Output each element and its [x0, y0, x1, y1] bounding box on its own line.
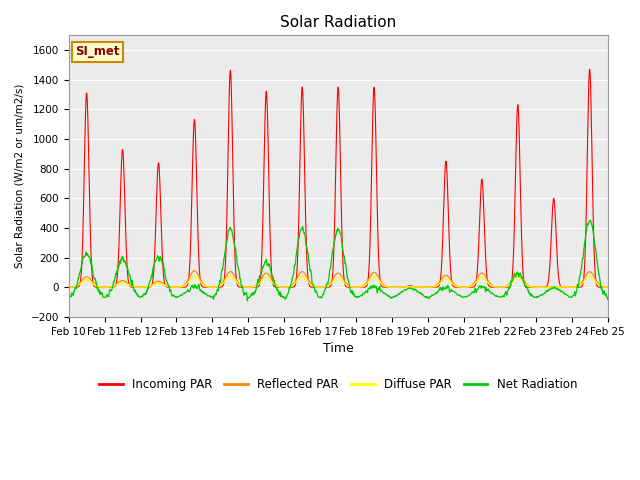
Title: Solar Radiation: Solar Radiation [280, 15, 396, 30]
Text: SI_met: SI_met [75, 45, 120, 58]
Y-axis label: Solar Radiation (W/m2 or um/m2/s): Solar Radiation (W/m2 or um/m2/s) [15, 84, 25, 268]
X-axis label: Time: Time [323, 342, 353, 355]
Legend: Incoming PAR, Reflected PAR, Diffuse PAR, Net Radiation: Incoming PAR, Reflected PAR, Diffuse PAR… [95, 373, 582, 396]
